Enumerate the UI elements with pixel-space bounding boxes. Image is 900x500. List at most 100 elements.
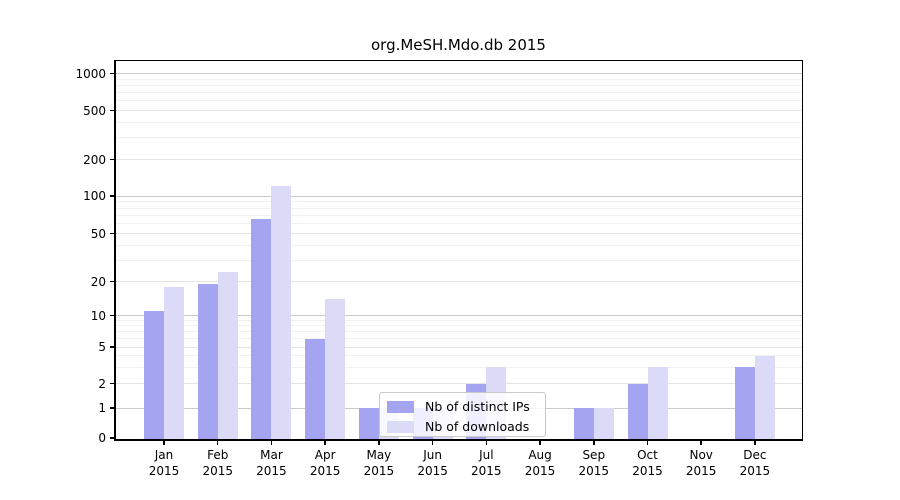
x-tick-month: Apr (314, 448, 336, 462)
y-tick-label-0: 0 (98, 431, 106, 445)
bar-downloads-apr (325, 299, 346, 439)
y-tick-label-200: 200 (83, 152, 106, 167)
y-tick-mark (110, 346, 114, 348)
legend-row-downloads: Nb of downloads (380, 417, 545, 436)
x-tick-label-may: May 2015 (351, 447, 407, 479)
y-tick-mark (110, 109, 114, 112)
legend-label-downloads: Nb of downloads (425, 419, 530, 434)
y-tick-mark (110, 437, 114, 439)
gridline-10 (116, 315, 802, 316)
x-tick-year: 2015 (148, 464, 180, 478)
y-tick-label-50: 50 (90, 226, 106, 241)
bar-distinct-ips-jan (144, 310, 164, 439)
y-tick-label-500: 500 (83, 103, 106, 118)
y-tick-mark (110, 232, 114, 235)
minor-gridline (116, 325, 802, 327)
minor-gridline (116, 338, 802, 340)
x-tick-month: Jun (423, 448, 442, 462)
bar-distinct-ips-may (358, 408, 379, 439)
y-tick-mark (110, 72, 114, 75)
y-tick-label-100: 100 (83, 189, 106, 203)
gridline-200 (116, 159, 802, 160)
x-tick-year: 2015 (685, 464, 717, 478)
x-tick-mark (324, 441, 326, 445)
bar-downloads-dec (754, 355, 775, 439)
x-tick-mark (163, 441, 165, 445)
legend: Nb of distinct IPs Nb of downloads (379, 392, 546, 437)
x-tick-year: 2015 (578, 464, 610, 478)
minor-gridline (116, 355, 802, 357)
minor-gridline (116, 201, 802, 203)
y-tick-label-5: 5 (98, 340, 106, 354)
x-tick-mark (593, 441, 595, 445)
x-tick-year: 2015 (309, 464, 341, 478)
bar-distinct-ips-apr (305, 338, 326, 439)
x-tick-month: Jul (479, 448, 494, 462)
bar-downloads-sep (593, 408, 614, 439)
gridline-50 (116, 233, 802, 234)
minor-gridline (116, 100, 802, 102)
x-tick-label-jan: Jan 2015 (136, 447, 192, 479)
minor-gridline (116, 137, 802, 139)
x-tick-mark (485, 441, 488, 445)
bar-distinct-ips-sep (573, 408, 594, 439)
bar-distinct-ips-dec (734, 367, 755, 439)
minor-gridline (116, 244, 802, 246)
x-tick-year: 2015 (524, 464, 556, 478)
minor-gridline (116, 223, 802, 225)
x-tick-month: Sep (582, 448, 606, 462)
x-tick-label-feb: Feb 2015 (190, 447, 246, 479)
x-tick-label-dec: Dec 2015 (727, 447, 783, 479)
x-tick-mark (216, 441, 219, 445)
x-tick-label-oct: Oct 2015 (619, 447, 675, 479)
x-tick-label-aug: Aug 2015 (512, 447, 568, 479)
minor-gridline (116, 331, 802, 333)
y-tick-mark (110, 158, 114, 161)
minor-gridline (116, 121, 802, 123)
minor-gridline (116, 319, 802, 321)
minor-gridline (116, 259, 802, 261)
x-tick-mark (270, 441, 273, 445)
y-tick-label-2: 2 (98, 376, 106, 391)
y-tick-label-20: 20 (90, 274, 106, 289)
x-tick-month: Aug (528, 448, 552, 462)
gridline-2 (116, 383, 802, 384)
x-tick-month: Dec (743, 448, 767, 462)
x-tick-mark (700, 441, 702, 445)
x-tick-year: 2015 (471, 464, 502, 478)
x-tick-label-nov: Nov 2015 (673, 447, 729, 479)
minor-gridline (116, 366, 802, 368)
x-tick-year: 2015 (256, 464, 287, 478)
legend-swatch-distinct-ips (387, 400, 414, 413)
x-tick-mark (646, 441, 649, 445)
gridline-100 (116, 195, 802, 197)
bar-downloads-mar (271, 186, 292, 439)
x-tick-year: 2015 (632, 464, 663, 478)
x-tick-mark (539, 441, 541, 445)
x-tick-year: 2015 (417, 464, 448, 478)
legend-label-distinct-ips: Nb of distinct IPs (425, 399, 530, 414)
minor-gridline (116, 84, 802, 86)
x-tick-month: Oct (637, 448, 658, 462)
minor-gridline (116, 214, 802, 216)
y-tick-mark (110, 314, 114, 317)
x-tick-month: May (366, 448, 392, 462)
x-tick-month: Jan (154, 448, 174, 462)
bar-downloads-feb (217, 271, 238, 439)
gridline-5 (116, 346, 802, 348)
x-tick-year: 2015 (202, 464, 233, 478)
x-tick-month: Mar (260, 448, 283, 462)
minor-gridline (116, 78, 802, 80)
plot-area (114, 60, 803, 441)
gridline-500 (116, 110, 802, 111)
y-tick-mark (110, 407, 114, 409)
x-tick-month: Nov (689, 448, 713, 462)
minor-gridline (116, 207, 802, 209)
legend-swatch-downloads (387, 420, 414, 433)
bar-distinct-ips-feb (197, 284, 218, 439)
x-tick-label-jun: Jun 2015 (405, 447, 461, 479)
y-tick-label-1: 1 (98, 401, 106, 415)
x-tick-month: Feb (207, 448, 229, 462)
legend-row-distinct-ips: Nb of distinct IPs (380, 397, 545, 416)
